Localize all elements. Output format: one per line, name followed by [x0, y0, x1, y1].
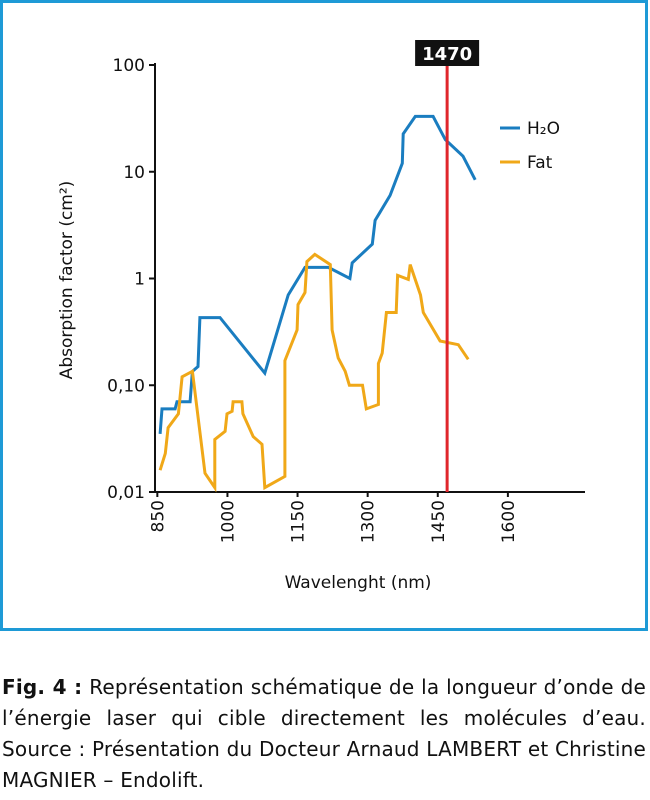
x-tick-label: 1150: [289, 500, 309, 543]
x-axis-label: Wavelenght (nm): [285, 573, 432, 593]
y-tick-label: 0,01: [107, 483, 145, 503]
reference-label: 1470: [422, 44, 472, 65]
x-tick-label: 1450: [429, 500, 449, 543]
x-tick-label: 1600: [499, 500, 519, 543]
legend-label: H₂O: [527, 119, 560, 139]
series-line: [158, 252, 470, 493]
series-line: [158, 114, 477, 435]
x-tick-label: 850: [148, 500, 168, 532]
y-tick-label: 0,10: [107, 376, 145, 396]
caption-label: Fig. 4 :: [2, 675, 83, 699]
y-tick-label: 1: [134, 270, 145, 290]
y-axis-label: Absorption factor (cm²): [57, 181, 77, 380]
frame: [0, 0, 648, 631]
caption-text: Représentation schématique de la longueu…: [2, 675, 646, 792]
y-tick-label: 100: [113, 56, 145, 76]
y-tick-label: 10: [123, 163, 145, 183]
x-tick-label: 1300: [359, 500, 379, 543]
caption: Fig. 4 : Représentation schématique de l…: [2, 672, 646, 796]
chart: Absorption factor (cm²) Wavelenght (nm) …: [0, 0, 648, 631]
reference-label-box: [415, 40, 480, 66]
legend-label: Fat: [527, 153, 553, 173]
x-tick-label: 1000: [218, 500, 238, 543]
